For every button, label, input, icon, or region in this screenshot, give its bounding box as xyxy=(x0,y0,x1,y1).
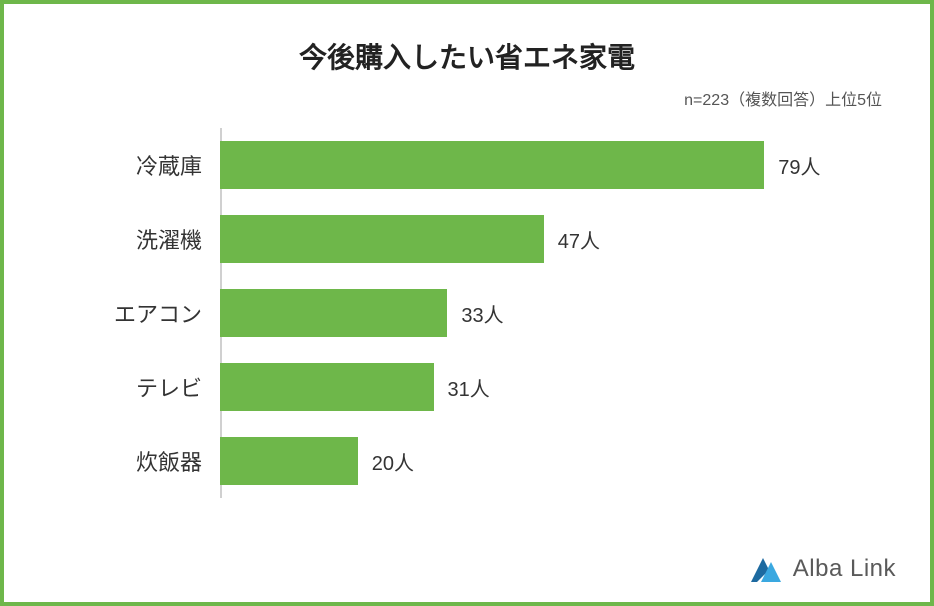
value-label: 47人 xyxy=(558,225,600,254)
bar-row: 洗濯機 47人 xyxy=(70,202,874,276)
bar-row: 冷蔵庫 79人 xyxy=(70,128,874,202)
bar-row: エアコン 33人 xyxy=(70,276,874,350)
bar xyxy=(220,363,434,411)
category-label: テレビ xyxy=(70,371,220,403)
bar-wrap: 20人 xyxy=(220,424,874,498)
bar-chart: 冷蔵庫 79人洗濯機 47人エアコン 33人テレビ 31人炊飯器 20人 xyxy=(70,128,874,498)
bar-wrap: 47人 xyxy=(220,202,874,276)
value-label: 79人 xyxy=(778,151,820,180)
bar xyxy=(220,215,544,263)
chart-title: 今後購入したい省エネ家電 xyxy=(40,36,894,76)
bar-wrap: 33人 xyxy=(220,276,874,350)
bar-row: テレビ 31人 xyxy=(70,350,874,424)
bar xyxy=(220,289,447,337)
bar xyxy=(220,437,358,485)
value-label: 31人 xyxy=(448,373,490,402)
category-label: 炊飯器 xyxy=(70,445,220,477)
category-label: 洗濯機 xyxy=(70,223,220,255)
chart-card: 今後購入したい省エネ家電 n=223（複数回答）上位5位 冷蔵庫 79人洗濯機 47… xyxy=(0,0,934,606)
bar xyxy=(220,141,764,189)
value-label: 20人 xyxy=(372,447,414,476)
bar-wrap: 31人 xyxy=(220,350,874,424)
value-label: 33人 xyxy=(461,299,503,328)
brand-text: Alba Link xyxy=(793,555,896,583)
category-label: 冷蔵庫 xyxy=(70,149,220,181)
bar-row: 炊飯器 20人 xyxy=(70,424,874,498)
chart-subtitle: n=223（複数回答）上位5位 xyxy=(40,86,894,110)
category-label: エアコン xyxy=(70,297,220,329)
chart-rows: 冷蔵庫 79人洗濯機 47人エアコン 33人テレビ 31人炊飯器 20人 xyxy=(70,128,874,498)
bar-wrap: 79人 xyxy=(220,128,874,202)
brand-logo-icon xyxy=(749,554,783,584)
brand: Alba Link xyxy=(749,554,896,584)
